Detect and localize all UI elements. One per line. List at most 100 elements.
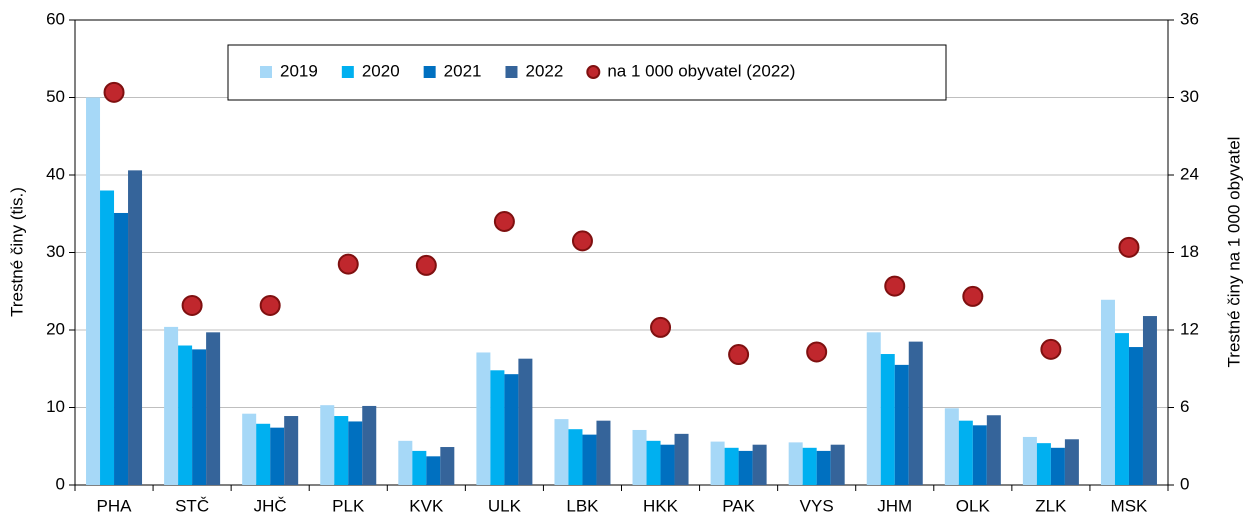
point [103,81,125,103]
bar [752,444,767,485]
bar [320,405,335,485]
bar [178,345,193,485]
bar [114,212,129,485]
bar [1050,447,1065,485]
x-tick-label: MSK [1111,496,1149,515]
bar [1142,316,1157,485]
x-tick-label: JHM [877,496,912,515]
y2-tick-label: 6 [1180,397,1189,416]
bar [830,444,845,485]
bar [632,429,647,485]
legend-label: na 1 000 obyvatel (2022) [607,61,795,80]
y2-tick-label: 24 [1180,164,1199,183]
bar [986,415,1001,485]
legend-label: 2020 [362,61,400,80]
bar [192,349,207,485]
y2-tick-label: 18 [1180,242,1199,261]
y2-tick-label: 0 [1180,474,1189,493]
bar [242,413,257,485]
bar [554,419,569,485]
point [962,285,984,307]
point [728,344,750,366]
point [806,341,828,363]
bar [724,447,739,485]
bar [284,416,299,485]
point [415,254,437,276]
bar [944,408,959,485]
bar [816,450,831,485]
x-tick-label: JHČ [254,496,287,515]
legend-swatch [260,66,272,78]
y2-axis-title: Trestné činy na 1 000 obyvatel [1224,137,1243,368]
y-axis-title: Trestné činy (tis.) [7,187,26,317]
bar [490,370,505,485]
bar [348,421,363,485]
bar [582,434,597,485]
legend-swatch [341,66,354,78]
bar [128,170,143,485]
y2-tick-label: 12 [1180,319,1199,338]
bar [86,97,101,485]
x-tick-label: LBK [566,496,599,515]
point [259,294,281,316]
bar [440,447,455,485]
bar [894,364,909,485]
bar [412,450,427,485]
bar [426,456,441,485]
bar [256,423,271,485]
y-tick-label: 50 [46,87,65,106]
x-tick-label: PLK [332,496,365,515]
bar [1064,439,1079,485]
bar [164,326,179,485]
y-tick-label: 10 [46,397,65,416]
legend-label: 2022 [525,61,563,80]
point [181,294,203,316]
point [571,230,593,252]
y-tick-label: 40 [46,164,65,183]
bar [972,425,987,485]
bar [568,429,583,485]
point [493,211,515,232]
y-tick-label: 30 [46,242,65,261]
bar [596,420,611,485]
point [884,275,906,297]
bar [738,450,753,485]
bar [1036,443,1051,485]
x-tick-label: OLK [956,496,991,515]
x-tick-label: KVK [409,496,444,515]
bar [710,441,725,485]
legend-swatch [423,66,436,78]
x-tick-label: PHA [97,496,133,515]
y2-tick-label: 30 [1180,87,1199,106]
y-tick-label: 20 [46,319,65,338]
bar [1022,436,1037,485]
bar [398,440,413,485]
bar [476,352,491,485]
legend-swatch [505,66,518,78]
point [1118,236,1140,258]
y2-tick-label: 36 [1180,9,1199,28]
bar [646,440,661,485]
bar [100,190,115,485]
x-tick-label: VYS [800,496,834,515]
legend-label: 2019 [280,61,318,80]
bar [674,433,689,485]
bar [1128,347,1143,485]
legend-label: 2021 [444,61,482,80]
bar [206,332,221,485]
bar [1114,333,1129,485]
bar [908,341,923,485]
bar [802,447,817,485]
y-tick-label: 60 [46,9,65,28]
bar [958,420,973,485]
x-tick-label: HKK [643,496,679,515]
y-tick-label: 0 [56,474,65,493]
bar [660,444,675,485]
bar [1100,299,1115,485]
x-tick-label: STČ [175,496,209,515]
x-tick-label: PAK [722,496,755,515]
point [650,316,672,338]
x-tick-label: ZLK [1035,496,1067,515]
bar [518,358,533,485]
